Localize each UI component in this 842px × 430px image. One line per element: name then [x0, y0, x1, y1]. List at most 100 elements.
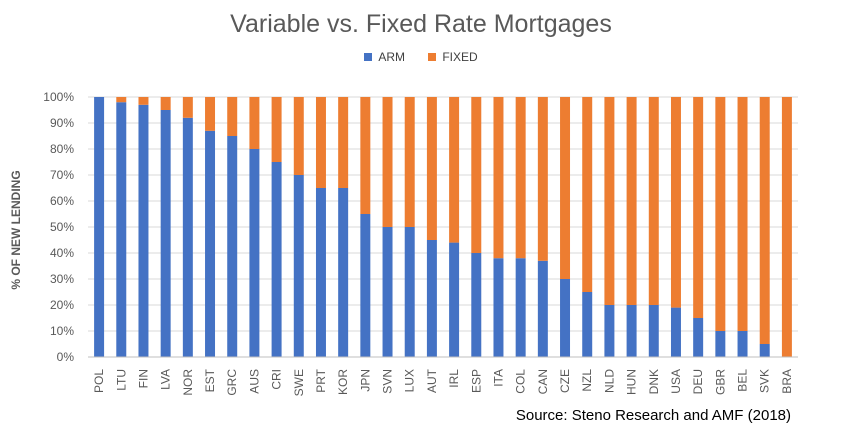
chart-title: Variable vs. Fixed Rate Mortgages — [230, 10, 612, 38]
legend-item-arm: ARM — [364, 50, 405, 64]
bar-fixed-est — [205, 97, 216, 131]
x-tick-label: DNK — [647, 369, 661, 394]
bar-arm-ita — [493, 258, 504, 357]
x-tick-label: BRA — [780, 369, 794, 394]
bar-arm-jpn — [360, 214, 371, 357]
x-tick-label: POL — [92, 369, 106, 393]
y-tick-label: 30% — [50, 272, 74, 286]
y-tick-label: 50% — [50, 220, 74, 234]
x-tick-label: LUX — [403, 369, 417, 392]
bar-arm-nld — [604, 305, 615, 357]
bar-fixed-nzl — [582, 97, 593, 292]
y-tick-label: 70% — [50, 168, 74, 182]
bar-fixed-deu — [693, 97, 704, 318]
bar-arm-hun — [626, 305, 637, 357]
x-tick-label: BEL — [736, 369, 750, 392]
bar-arm-swe — [293, 175, 304, 357]
x-tick-label: NOR — [181, 369, 195, 396]
bar-arm-lux — [404, 227, 415, 357]
bar-arm-kor — [338, 188, 349, 357]
bar-fixed-lva — [160, 97, 171, 110]
source-note: Source: Steno Research and AMF (2018) — [515, 407, 791, 424]
bar-arm-nzl — [582, 292, 593, 357]
bar-arm-can — [537, 260, 548, 357]
x-tick-label: COL — [514, 369, 528, 394]
bar-arm-fin — [138, 104, 149, 357]
bar-fixed-svn — [382, 97, 393, 227]
x-tick-label: GBR — [713, 369, 727, 395]
bar-fixed-ltu — [116, 97, 127, 103]
bar-fixed-fin — [138, 97, 149, 105]
bar-fixed-cri — [271, 97, 282, 162]
bar-fixed-col — [515, 97, 526, 259]
x-tick-label: ITA — [491, 369, 505, 387]
bar-arm-gbr — [715, 331, 726, 357]
x-tick-label: SVK — [758, 369, 772, 393]
bar-fixed-hun — [626, 97, 637, 305]
bar-arm-cri — [271, 162, 282, 357]
x-tick-label: DEU — [691, 369, 705, 394]
x-tick-label: LVA — [159, 369, 173, 390]
bar-arm-usa — [670, 307, 681, 357]
x-tick-label: FIN — [136, 369, 150, 388]
bar-arm-bel — [737, 331, 748, 357]
x-tick-label: SWE — [292, 369, 306, 396]
bar-fixed-jpn — [360, 97, 371, 214]
x-tick-label: CAN — [536, 369, 550, 394]
x-tick-label: HUN — [625, 369, 639, 395]
legend-label-arm: ARM — [378, 50, 405, 64]
bar-fixed-dnk — [648, 97, 659, 305]
legend-swatch-arm — [364, 53, 373, 61]
x-tick-label: USA — [669, 369, 683, 394]
bar-fixed-lux — [404, 97, 415, 227]
x-tick-label: EST — [203, 368, 217, 392]
x-tick-label: GRC — [225, 369, 239, 396]
y-tick-label: 0% — [57, 350, 75, 364]
bar-fixed-nld — [604, 97, 615, 305]
x-tick-label: NLD — [602, 369, 616, 393]
bar-arm-pol — [94, 97, 105, 357]
x-tick-label: AUT — [425, 368, 439, 393]
bar-arm-est — [205, 130, 216, 357]
legend: ARM FIXED — [0, 50, 842, 64]
bar-fixed-gbr — [715, 97, 726, 331]
x-tick-label: KOR — [336, 369, 350, 395]
y-tick-label: 80% — [50, 142, 74, 156]
x-tick-label: JPN — [358, 369, 372, 392]
bar-arm-aus — [249, 149, 260, 357]
x-tick-label: LTU — [114, 369, 128, 391]
bar-arm-cze — [560, 279, 571, 357]
x-tick-label: NZL — [580, 369, 594, 392]
bar-fixed-aus — [249, 97, 260, 149]
bar-fixed-bel — [737, 97, 748, 331]
bar-arm-nor — [182, 117, 193, 357]
x-tick-label: SVN — [381, 369, 395, 394]
bar-arm-ltu — [116, 102, 127, 357]
bar-fixed-esp — [471, 97, 482, 253]
legend-swatch-fixed — [428, 53, 437, 61]
legend-label-fixed: FIXED — [442, 50, 478, 64]
x-tick-label: CRI — [270, 369, 284, 390]
y-tick-label: 10% — [50, 324, 74, 338]
bar-arm-svk — [759, 344, 770, 357]
x-tick-label: AUS — [247, 369, 261, 394]
bar-fixed-nor — [182, 97, 193, 118]
x-tick-label: CZE — [558, 369, 572, 393]
bar-arm-deu — [693, 318, 704, 357]
bar-arm-dnk — [648, 305, 659, 357]
legend-item-fixed: FIXED — [428, 50, 478, 64]
bar-arm-svn — [382, 227, 393, 357]
bar-fixed-aut — [426, 97, 437, 240]
bar-fixed-ita — [493, 97, 504, 259]
x-tick-label: PRT — [314, 368, 328, 392]
bar-fixed-usa — [670, 97, 681, 308]
bar-arm-col — [515, 258, 526, 357]
x-tick-label: IRL — [447, 369, 461, 388]
bar-arm-aut — [426, 240, 437, 357]
y-tick-label: 40% — [50, 246, 74, 260]
y-tick-label: 100% — [43, 90, 74, 104]
bar-fixed-bra — [781, 97, 792, 357]
bar-arm-prt — [315, 188, 326, 357]
x-tick-label: ESP — [469, 369, 483, 393]
